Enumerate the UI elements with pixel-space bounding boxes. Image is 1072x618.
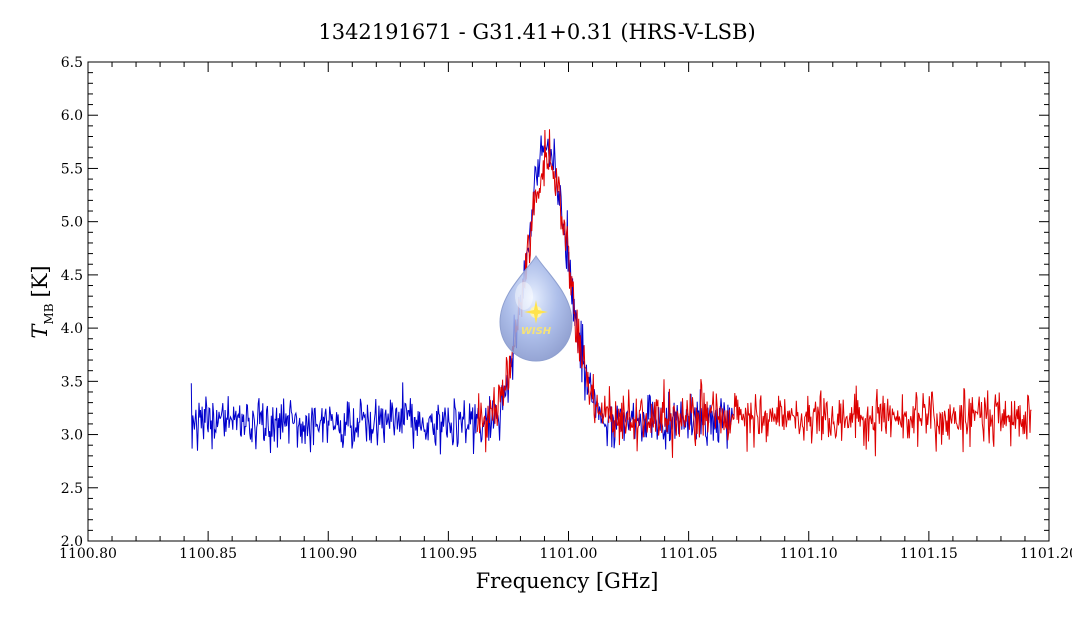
spectrum-series-2 [476, 129, 1032, 458]
x-tick-label: 1101.20 [1020, 546, 1072, 562]
y-axis-label-subscript: MB [42, 303, 56, 324]
y-tick-label: 6.0 [61, 108, 83, 124]
wish-logo: WISH [499, 255, 573, 362]
y-tick-label: 5.0 [61, 215, 83, 231]
x-tick-label: 1100.90 [299, 546, 357, 562]
plot-frame [87, 61, 1050, 542]
y-tick-label: 3.5 [61, 374, 83, 390]
x-axis: 1100.80 1100.85 1100.90 1100.95 1101.00 1101.… [59, 62, 1072, 562]
y-tick-label: 2.5 [61, 481, 83, 497]
y-axis-label: TMB [K] [28, 265, 56, 338]
star-icon [524, 300, 548, 324]
spectrum-series-1 [190, 135, 735, 455]
y-tick-label: 6.5 [61, 55, 83, 71]
x-tick-label: 1100.95 [419, 546, 477, 562]
x-tick-label: 1101.00 [540, 546, 598, 562]
svg-text:TMB[K]: TMB [K] [28, 265, 56, 338]
x-tick-label: 1100.80 [59, 546, 117, 562]
y-tick-label: 2.0 [61, 534, 83, 550]
x-axis-label: Frequency [GHz] [476, 569, 659, 593]
x-tick-label: 1101.10 [780, 546, 838, 562]
chart-title: 1342191671 - G31.41+0.31 (HRS-V-LSB) [318, 20, 755, 44]
y-axis-label-symbol: T [28, 323, 52, 339]
x-tick-label: 1101.15 [900, 546, 958, 562]
y-tick-label: 3.0 [61, 428, 83, 444]
y-axis-label-unit: [K] [28, 265, 52, 297]
series-layer [190, 129, 1032, 458]
y-tick-label: 4.5 [61, 268, 83, 284]
x-tick-label: 1100.85 [179, 546, 237, 562]
x-tick-label: 1101.05 [660, 546, 718, 562]
y-tick-label: 5.5 [61, 161, 83, 177]
y-tick-label: 4.0 [61, 321, 83, 337]
y-axis: 2.0 2.5 3.0 3.5 4.0 4.5 5.0 5.5 6.0 6.5 [61, 55, 1049, 550]
logo-text: WISH [521, 326, 552, 337]
